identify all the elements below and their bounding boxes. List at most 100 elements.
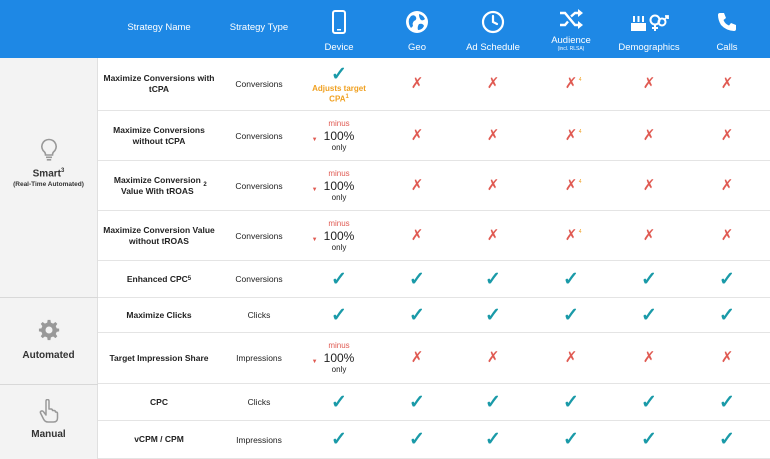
down-triangle-icon: ▼ [311, 359, 318, 365]
check-icon: ✓ [331, 429, 347, 450]
hand-pointer-icon [0, 399, 97, 423]
header-demographics: Demographics [610, 0, 688, 58]
header-strategy-name: Strategy Name [127, 22, 191, 33]
cross-icon: ✗ [642, 75, 656, 92]
check-icon: ✓ [485, 391, 501, 413]
cross-icon: ✗ [486, 226, 500, 244]
cross-icon: ✗ [564, 349, 578, 366]
strategy-name-cell: Maximize Conversions without tCPA [113, 124, 205, 146]
cross-icon: ✗ [720, 126, 734, 144]
strategy-type-cell: Clicks [247, 310, 271, 320]
check-icon: ✓ [641, 304, 657, 326]
strategy-name-cell: Target Impression Share [109, 352, 209, 363]
gear-icon [0, 319, 97, 341]
table-row: Maximize Conversions without tCPA Convers… [98, 111, 770, 161]
check-icon: ✓ [331, 63, 347, 85]
cross-icon: ✗ [720, 349, 734, 366]
check-icon: ✓ [719, 429, 735, 450]
check-icon: ✓ [719, 391, 735, 413]
check-icon: ✓ [563, 391, 579, 413]
table-row: Enhanced CPC 5 Conversions ✓ ✓ ✓ ✓ ✓ ✓ [98, 261, 770, 298]
check-icon: ✓ [409, 429, 425, 450]
cross-icon: ✗ 4 [564, 226, 582, 244]
check-icon: ✓ [719, 304, 735, 326]
check-icon: ✓ [641, 268, 657, 290]
strategy-type-cell: Conversions [235, 274, 283, 284]
down-triangle-icon: ▼ [311, 186, 318, 193]
cross-icon: ✗ [642, 126, 656, 144]
minus-100-cell: minus ▼ 100% only [311, 118, 355, 152]
strategy-type-cell: Conversions [235, 180, 283, 191]
check-icon: ✓ [719, 268, 735, 290]
adjusts-target-cell: ✓ Adjusts target CPA1 [312, 63, 366, 104]
footnote-marker: 4 [578, 77, 582, 83]
strategy-type-cell: Clicks [247, 397, 271, 407]
header-audience: Audience (incl. RLSA) [532, 0, 610, 58]
down-triangle-icon: ▼ [311, 136, 318, 143]
table-row: Maximize Clicks Clicks ✓ ✓ ✓ ✓ ✓ ✓ [98, 298, 770, 333]
check-icon: ✓ [331, 268, 347, 290]
group-automated: Automated [0, 298, 98, 384]
cross-icon: ✗ [486, 176, 500, 194]
footnote-marker: 4 [578, 128, 582, 135]
cross-icon: ✗ [410, 126, 424, 144]
shuffle-icon [532, 6, 610, 32]
phone-icon [298, 9, 380, 35]
cross-icon: ✗ [486, 126, 500, 144]
cross-icon: ✗ [410, 349, 424, 366]
strategy-name-cell: Enhanced CPC 5 [126, 273, 192, 284]
table-row: CPC Clicks ✓ ✓ ✓ ✓ ✓ ✓ [98, 384, 770, 421]
cross-icon: ✗ 4 [564, 75, 582, 92]
header-geo: Geo [380, 0, 454, 58]
header-calls: Calls [688, 0, 766, 58]
strategy-name-cell: vCPM / CPM [134, 434, 184, 444]
header-strategy-type: Strategy Type [229, 22, 289, 33]
check-icon: ✓ [563, 429, 579, 450]
check-icon: ✓ [485, 304, 501, 326]
check-icon: ✓ [563, 268, 579, 290]
strategy-name-cell: Maximize Conversions with tCPA [103, 73, 215, 94]
globe-icon [380, 9, 454, 35]
cross-icon: ✗ 4 [564, 126, 582, 144]
strategy-type-cell: Impressions [236, 353, 282, 363]
strategy-name-cell: Maximize Conversion Value without tROAS [103, 224, 215, 246]
cross-icon: ✗ [642, 349, 656, 366]
header-ad-schedule: Ad Schedule [454, 0, 532, 58]
table-row: Maximize Conversion Value With tROAS 2 Con… [98, 161, 770, 211]
check-icon: ✓ [409, 268, 425, 290]
check-icon: ✓ [485, 268, 501, 290]
cross-icon: ✗ [642, 176, 656, 194]
down-triangle-icon: ▼ [311, 236, 318, 243]
cross-icon: ✗ [720, 226, 734, 244]
table-header: Strategy Name Strategy Type Device Geo A… [0, 0, 770, 58]
group-manual: Manual [0, 385, 98, 459]
footnote-marker: 4 [578, 228, 582, 235]
cross-icon: ✗ [410, 226, 424, 244]
check-icon: ✓ [485, 429, 501, 450]
cross-icon: ✗ [486, 349, 500, 366]
strategy-name-cell: Maximize Conversion Value With tROAS 2 [113, 174, 207, 196]
check-icon: ✓ [641, 429, 657, 450]
minus-100-cell: minus ▼ 100% only [311, 218, 355, 252]
table-row: Maximize Conversions with tCPA Conversion… [98, 58, 770, 111]
clock-icon [454, 9, 532, 35]
minus-100-cell: minus ▼ 100% only [311, 168, 355, 202]
table-row: Maximize Conversion Value without tROAS C… [98, 211, 770, 261]
check-icon: ✓ [409, 391, 425, 413]
cross-icon: ✗ [642, 226, 656, 244]
check-icon: ✓ [409, 304, 425, 326]
check-icon: ✓ [331, 304, 347, 326]
demographics-icon [610, 9, 688, 35]
cross-icon: ✗ 4 [564, 176, 582, 194]
group-smart: Smart3 (Real-Time Automated) [0, 58, 98, 298]
strategy-type-cell: Conversions [235, 230, 283, 241]
cross-icon: ✗ [410, 75, 424, 92]
phone-call-icon [688, 9, 766, 35]
check-icon: ✓ [641, 391, 657, 413]
cross-icon: ✗ [410, 176, 424, 194]
check-icon: ✓ [563, 304, 579, 326]
table-row: vCPM / CPM Impressions ✓ ✓ ✓ ✓ ✓ ✓ [98, 421, 770, 459]
footnote-marker: 4 [578, 178, 582, 185]
table-row: Target Impression Share Impressions minus ▼… [98, 333, 770, 384]
cross-icon: ✗ [720, 75, 734, 92]
